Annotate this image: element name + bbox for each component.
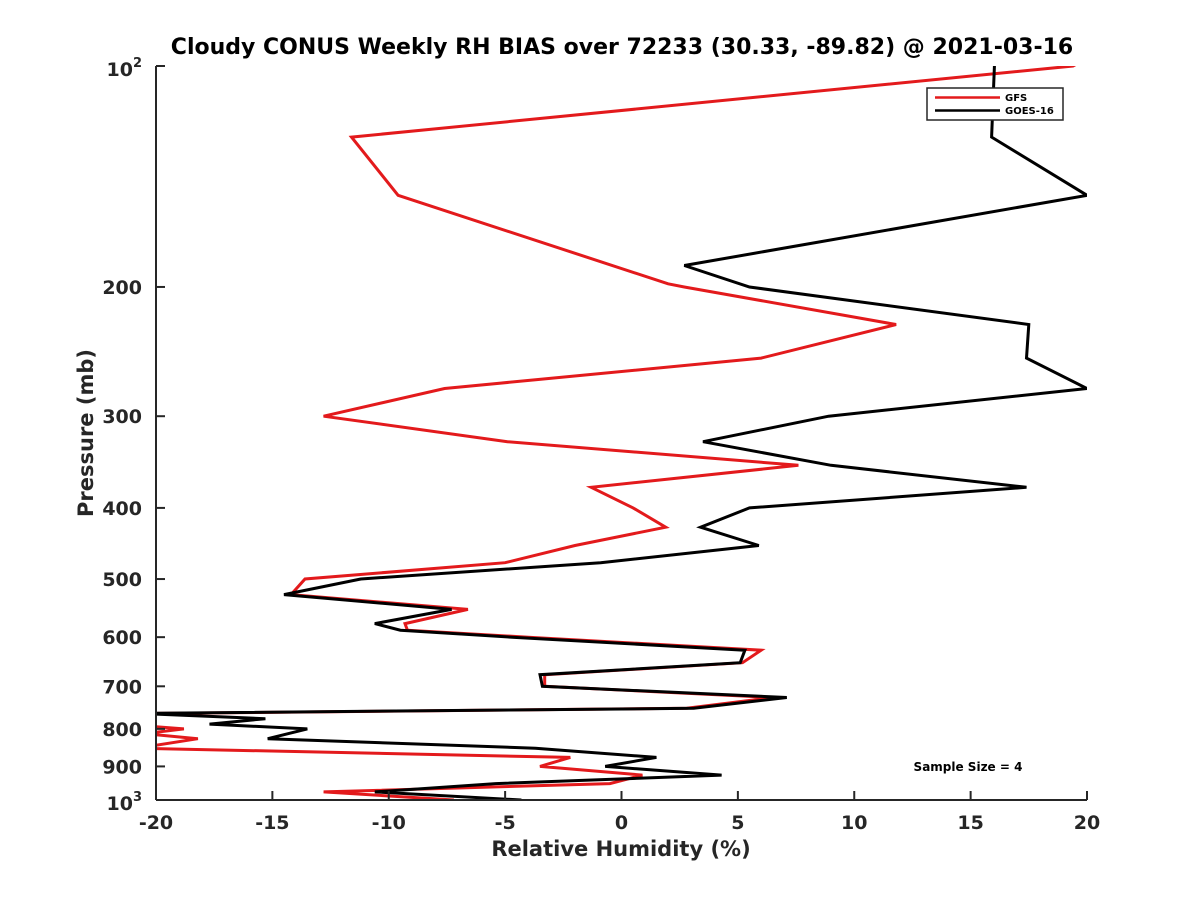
y-tick-top-exponent: 2 [133,56,142,71]
x-tick-label: -20 [139,812,173,834]
sample-size-annotation: Sample Size = 4 [914,760,1023,774]
y-tick-label: 300 [102,406,142,428]
y-tick-label-top: 102 [107,56,143,81]
x-tick-label: 0 [615,812,628,834]
y-tick-label: 800 [102,719,142,741]
y-tick-label-bottom: 103 [107,790,143,815]
series-line-goes16 [156,66,1087,800]
y-tick-label: 500 [102,569,142,591]
x-tick-label: 15 [957,812,983,834]
x-ticks: -20 -15 -10 -5 0 5 10 15 20 [139,791,1100,834]
y-tick-label: 400 [102,498,142,520]
series-layer [156,66,1087,800]
y-tick-label: 200 [102,277,142,299]
y-tick-label: 700 [102,676,142,698]
y-tick-bottom-base: 10 [107,793,133,815]
legend-label-goes16: GOES-16 [1005,106,1054,117]
y-tick-top-base: 10 [107,59,133,81]
y-tick-bottom-exponent: 3 [133,790,142,805]
x-tick-label: 5 [731,812,744,834]
chart-title: Cloudy CONUS Weekly RH BIAS over 72233 (… [171,35,1073,60]
legend-label-gfs: GFS [1005,93,1027,104]
x-tick-label: -5 [495,812,516,834]
x-tick-label: -10 [372,812,406,834]
y-ticks: 200 300 400 500 600 700 800 900 [102,65,165,801]
legend: GFS GOES-16 [926,87,1064,121]
y-axis-title: Pressure (mb) [74,349,98,517]
x-axis-title: Relative Humidity (%) [491,837,750,861]
x-tick-label: 10 [841,812,867,834]
plot-area [156,66,1087,800]
y-tick-label: 600 [102,627,142,649]
x-tick-label: 20 [1074,812,1100,834]
y-tick-label: 900 [102,756,142,778]
x-tick-label: -15 [255,812,289,834]
legend-box [926,87,1064,121]
